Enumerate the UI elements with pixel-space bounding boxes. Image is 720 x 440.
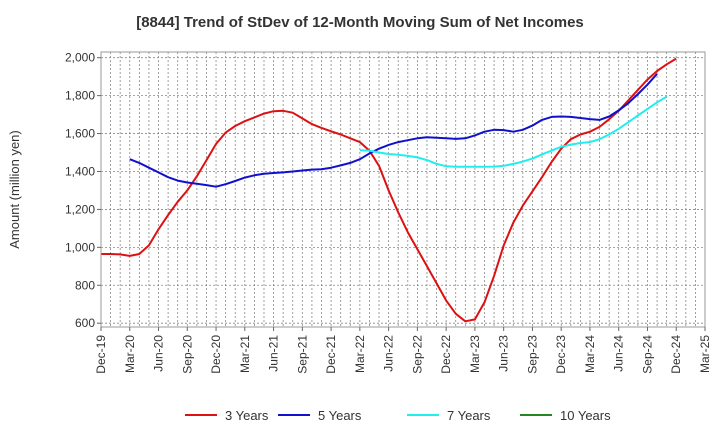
- y-tick-label: 1,600: [65, 127, 95, 141]
- x-tick-label: Jun-22: [382, 335, 396, 372]
- y-tick-label: 1,000: [65, 240, 95, 254]
- x-tick-label: Sep-23: [525, 335, 539, 374]
- x-tick-label: Dec-23: [554, 335, 568, 374]
- x-tick-label: Dec-19: [94, 335, 108, 374]
- x-tick-label: Jun-21: [267, 335, 281, 372]
- x-tick-label: Mar-25: [698, 335, 712, 373]
- y-tick-label: 1,800: [65, 89, 95, 103]
- legend-label: 10 Years: [560, 408, 611, 423]
- series-line-5-years: [129, 73, 658, 188]
- x-tick-label: Sep-22: [410, 335, 424, 374]
- y-tick-label: 1,400: [65, 164, 95, 178]
- x-axis-ticks: Dec-19 Mar-20 Jun-20 Sep-20 Dec-20 Mar-21 Jun-…: [94, 327, 712, 374]
- x-tick-label: Sep-21: [295, 335, 309, 374]
- legend-label: 3 Years: [225, 408, 269, 423]
- x-tick-label: Dec-24: [669, 335, 683, 374]
- series-line-7-years: [359, 95, 668, 168]
- grid: [101, 52, 705, 327]
- x-tick-label: Sep-24: [640, 335, 654, 374]
- x-tick-label: Mar-20: [123, 335, 137, 373]
- x-tick-label: Jun-20: [152, 335, 166, 372]
- legend-label: 5 Years: [318, 408, 362, 423]
- x-tick-label: Dec-20: [209, 335, 223, 374]
- x-tick-label: Jun-24: [612, 335, 626, 372]
- series-lines: [101, 57, 677, 323]
- y-axis-label: Amount (million yen): [7, 130, 22, 249]
- x-tick-label: Mar-23: [468, 335, 482, 373]
- x-tick-label: Dec-21: [324, 335, 338, 374]
- x-tick-label: Jun-23: [497, 335, 511, 372]
- x-tick-label: Mar-21: [238, 335, 252, 373]
- legend: 3 Years 5 Years 7 Years 10 Years: [185, 408, 611, 423]
- chart-title: [8844] Trend of StDev of 12-Month Moving…: [136, 14, 584, 31]
- x-tick-label: Mar-22: [353, 335, 367, 373]
- y-axis-ticks: 600 800 1,000 1,200 1,400 1,600 1,800 2,000: [65, 51, 101, 330]
- x-tick-label: Sep-20: [180, 335, 194, 374]
- legend-label: 7 Years: [447, 408, 491, 423]
- x-tick-label: Dec-22: [439, 335, 453, 374]
- y-tick-label: 1,200: [65, 202, 95, 216]
- plot-frame: [100, 51, 706, 328]
- series-line-3-years: [101, 57, 677, 323]
- x-tick-label: Mar-24: [583, 335, 597, 373]
- y-tick-label: 600: [75, 316, 95, 330]
- y-tick-label: 2,000: [65, 51, 95, 65]
- y-tick-label: 800: [75, 278, 95, 292]
